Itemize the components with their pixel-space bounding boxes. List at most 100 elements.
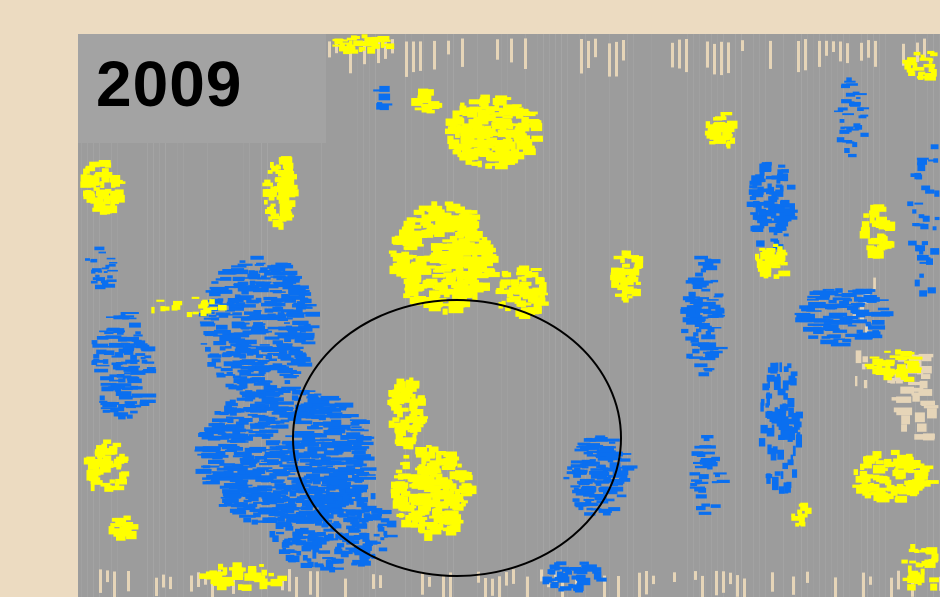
blue-cell <box>608 507 621 512</box>
yellow-cell <box>914 471 928 480</box>
blue-cell <box>877 307 890 311</box>
blue-cell <box>109 374 122 378</box>
blue-cell <box>118 404 129 408</box>
yellow-cell <box>485 163 492 169</box>
blue-cell <box>218 443 227 446</box>
blue-cell <box>321 523 332 527</box>
blue-cell <box>224 286 239 288</box>
blue-cell <box>801 318 812 322</box>
blue-cell <box>600 487 614 490</box>
blue-cell <box>261 436 271 439</box>
yellow-cell <box>515 309 525 317</box>
blue-cell <box>351 523 358 528</box>
blue-cell <box>760 424 768 434</box>
blue-cell <box>115 366 124 371</box>
yellow-cell <box>434 231 445 237</box>
blue-cell <box>789 204 795 212</box>
blue-cell <box>97 285 102 288</box>
beige-gap <box>412 41 415 73</box>
blue-cell <box>255 477 262 482</box>
blue-cell <box>841 84 850 89</box>
blue-cell <box>351 540 360 545</box>
blue-cell <box>211 281 219 284</box>
yellow-cell <box>410 500 417 506</box>
yellow-cell <box>425 493 439 498</box>
blue-cell <box>787 398 795 408</box>
blue-cell <box>301 304 317 307</box>
blue-cell <box>694 445 708 449</box>
beige-gap <box>526 576 529 597</box>
yellow-cell <box>613 255 624 260</box>
yellow-cell <box>268 194 275 201</box>
yellow-cell <box>926 480 939 484</box>
blue-cell <box>235 421 249 425</box>
beige-gap <box>190 575 193 592</box>
blue-cell <box>334 402 354 408</box>
beige-gap <box>106 570 109 583</box>
beige-gap <box>377 39 380 64</box>
blue-cell <box>246 299 259 304</box>
yellow-cell <box>462 218 473 225</box>
yellow-cell <box>893 458 903 467</box>
yellow-cell <box>282 192 293 195</box>
blue-cell <box>367 516 373 521</box>
yellow-cell <box>392 417 400 422</box>
yellow-cell <box>455 518 460 526</box>
blue-cell <box>231 438 246 443</box>
blue-cell <box>919 261 928 264</box>
blue-cell <box>867 325 886 330</box>
yellow-cell <box>395 236 411 241</box>
yellow-cell <box>353 36 360 39</box>
yellow-cell <box>414 107 422 111</box>
yellow-cell <box>907 575 919 584</box>
yellow-cell <box>412 380 420 387</box>
yellow-cell <box>486 114 496 122</box>
beige-gap <box>771 572 774 592</box>
blue-cell <box>201 455 222 459</box>
blue-cell <box>261 478 270 483</box>
blue-cell <box>239 383 248 389</box>
blue-cell <box>782 380 789 391</box>
yellow-cell <box>417 95 426 100</box>
blue-cell <box>590 468 604 471</box>
yellow-cell <box>405 379 410 389</box>
column-stripe <box>651 34 652 597</box>
blue-cell <box>916 157 929 160</box>
blue-cell <box>247 373 265 376</box>
yellow-cell <box>222 567 228 575</box>
blue-cell <box>840 126 845 130</box>
blue-cell <box>323 451 339 456</box>
yellow-cell <box>221 576 234 583</box>
blue-cell <box>788 407 794 418</box>
blue-cell <box>131 361 138 364</box>
blue-cell <box>353 518 359 525</box>
blue-cell <box>347 414 359 418</box>
blue-cell <box>934 216 940 221</box>
column-stripe <box>93 34 94 597</box>
blue-cell <box>693 332 699 337</box>
blue-cell <box>768 197 779 200</box>
blue-cell <box>759 201 769 206</box>
blue-cell <box>331 508 342 515</box>
blue-cell <box>249 423 257 426</box>
blue-cell <box>752 183 758 189</box>
yellow-cell <box>413 263 427 267</box>
yellow-cell <box>443 458 458 466</box>
blue-cell <box>304 547 309 550</box>
yellow-cell <box>408 226 414 234</box>
blue-cell <box>307 447 328 452</box>
blue-cell <box>364 554 376 558</box>
yellow-cell <box>415 451 427 458</box>
blue-cell <box>295 442 315 447</box>
blue-cell <box>769 412 777 422</box>
yellow-cell <box>264 179 271 183</box>
blue-cell <box>605 452 617 457</box>
yellow-cell <box>930 583 938 591</box>
blue-cell <box>96 277 105 282</box>
blue-cell <box>809 291 829 295</box>
blue-cell <box>220 472 232 475</box>
blue-cell <box>280 419 290 423</box>
blue-cell <box>110 384 125 389</box>
blue-cell <box>276 343 283 346</box>
year-label: 2009 <box>96 48 243 120</box>
